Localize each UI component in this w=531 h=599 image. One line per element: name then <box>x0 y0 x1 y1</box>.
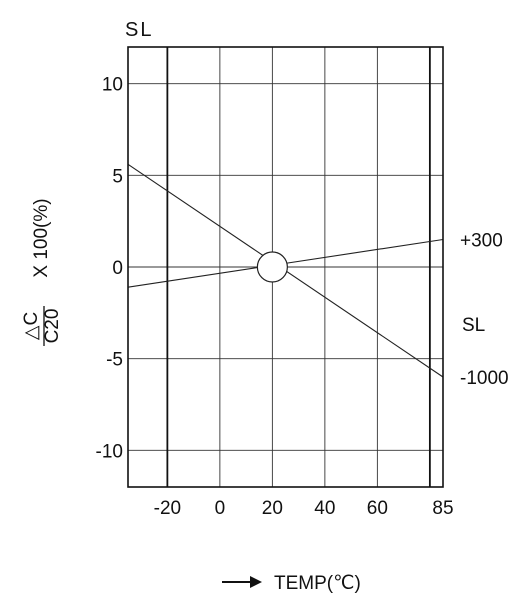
side-label: SL <box>462 315 485 336</box>
series-label-1: -1000 <box>460 368 509 389</box>
y-tick-label-0: 10 <box>102 75 123 96</box>
x-tick-label-3: 40 <box>314 498 335 519</box>
x-axis-label-text: TEMP(℃) <box>274 573 361 594</box>
arrow-head-icon <box>250 576 262 588</box>
y-tick-labels: 10 5 0 -5 -10 <box>96 75 123 463</box>
y-axis-label-denominator: C20 <box>42 309 63 344</box>
x-tick-label-4: 60 <box>367 498 388 519</box>
x-tick-label-0: -20 <box>154 498 181 519</box>
y-tick-label-4: -10 <box>96 441 123 462</box>
reference-point-circle <box>256 251 288 283</box>
x-axis-label: TEMP(℃) <box>222 573 361 594</box>
y-axis-label-numerator: △C <box>21 312 42 340</box>
x-tick-label-2: 20 <box>262 498 283 519</box>
y-axis-label: △C C20 X 100(%) <box>21 198 63 346</box>
y-tick-label-2: 0 <box>112 258 123 279</box>
y-axis-label-suffix: X 100(%) <box>31 198 52 277</box>
grid-layer <box>128 47 443 487</box>
x-tick-label-1: 0 <box>215 498 226 519</box>
x-tick-label-5: 85 <box>432 498 453 519</box>
x-tick-labels: -20 0 20 40 60 85 <box>154 498 454 519</box>
y-tick-label-3: -5 <box>106 350 123 371</box>
chart-title: SL <box>125 19 153 41</box>
series-label-0: +300 <box>460 231 503 252</box>
plot-frame <box>127 46 444 488</box>
y-tick-label-1: 5 <box>112 166 123 187</box>
series-labels: +300 -1000 <box>460 231 509 390</box>
